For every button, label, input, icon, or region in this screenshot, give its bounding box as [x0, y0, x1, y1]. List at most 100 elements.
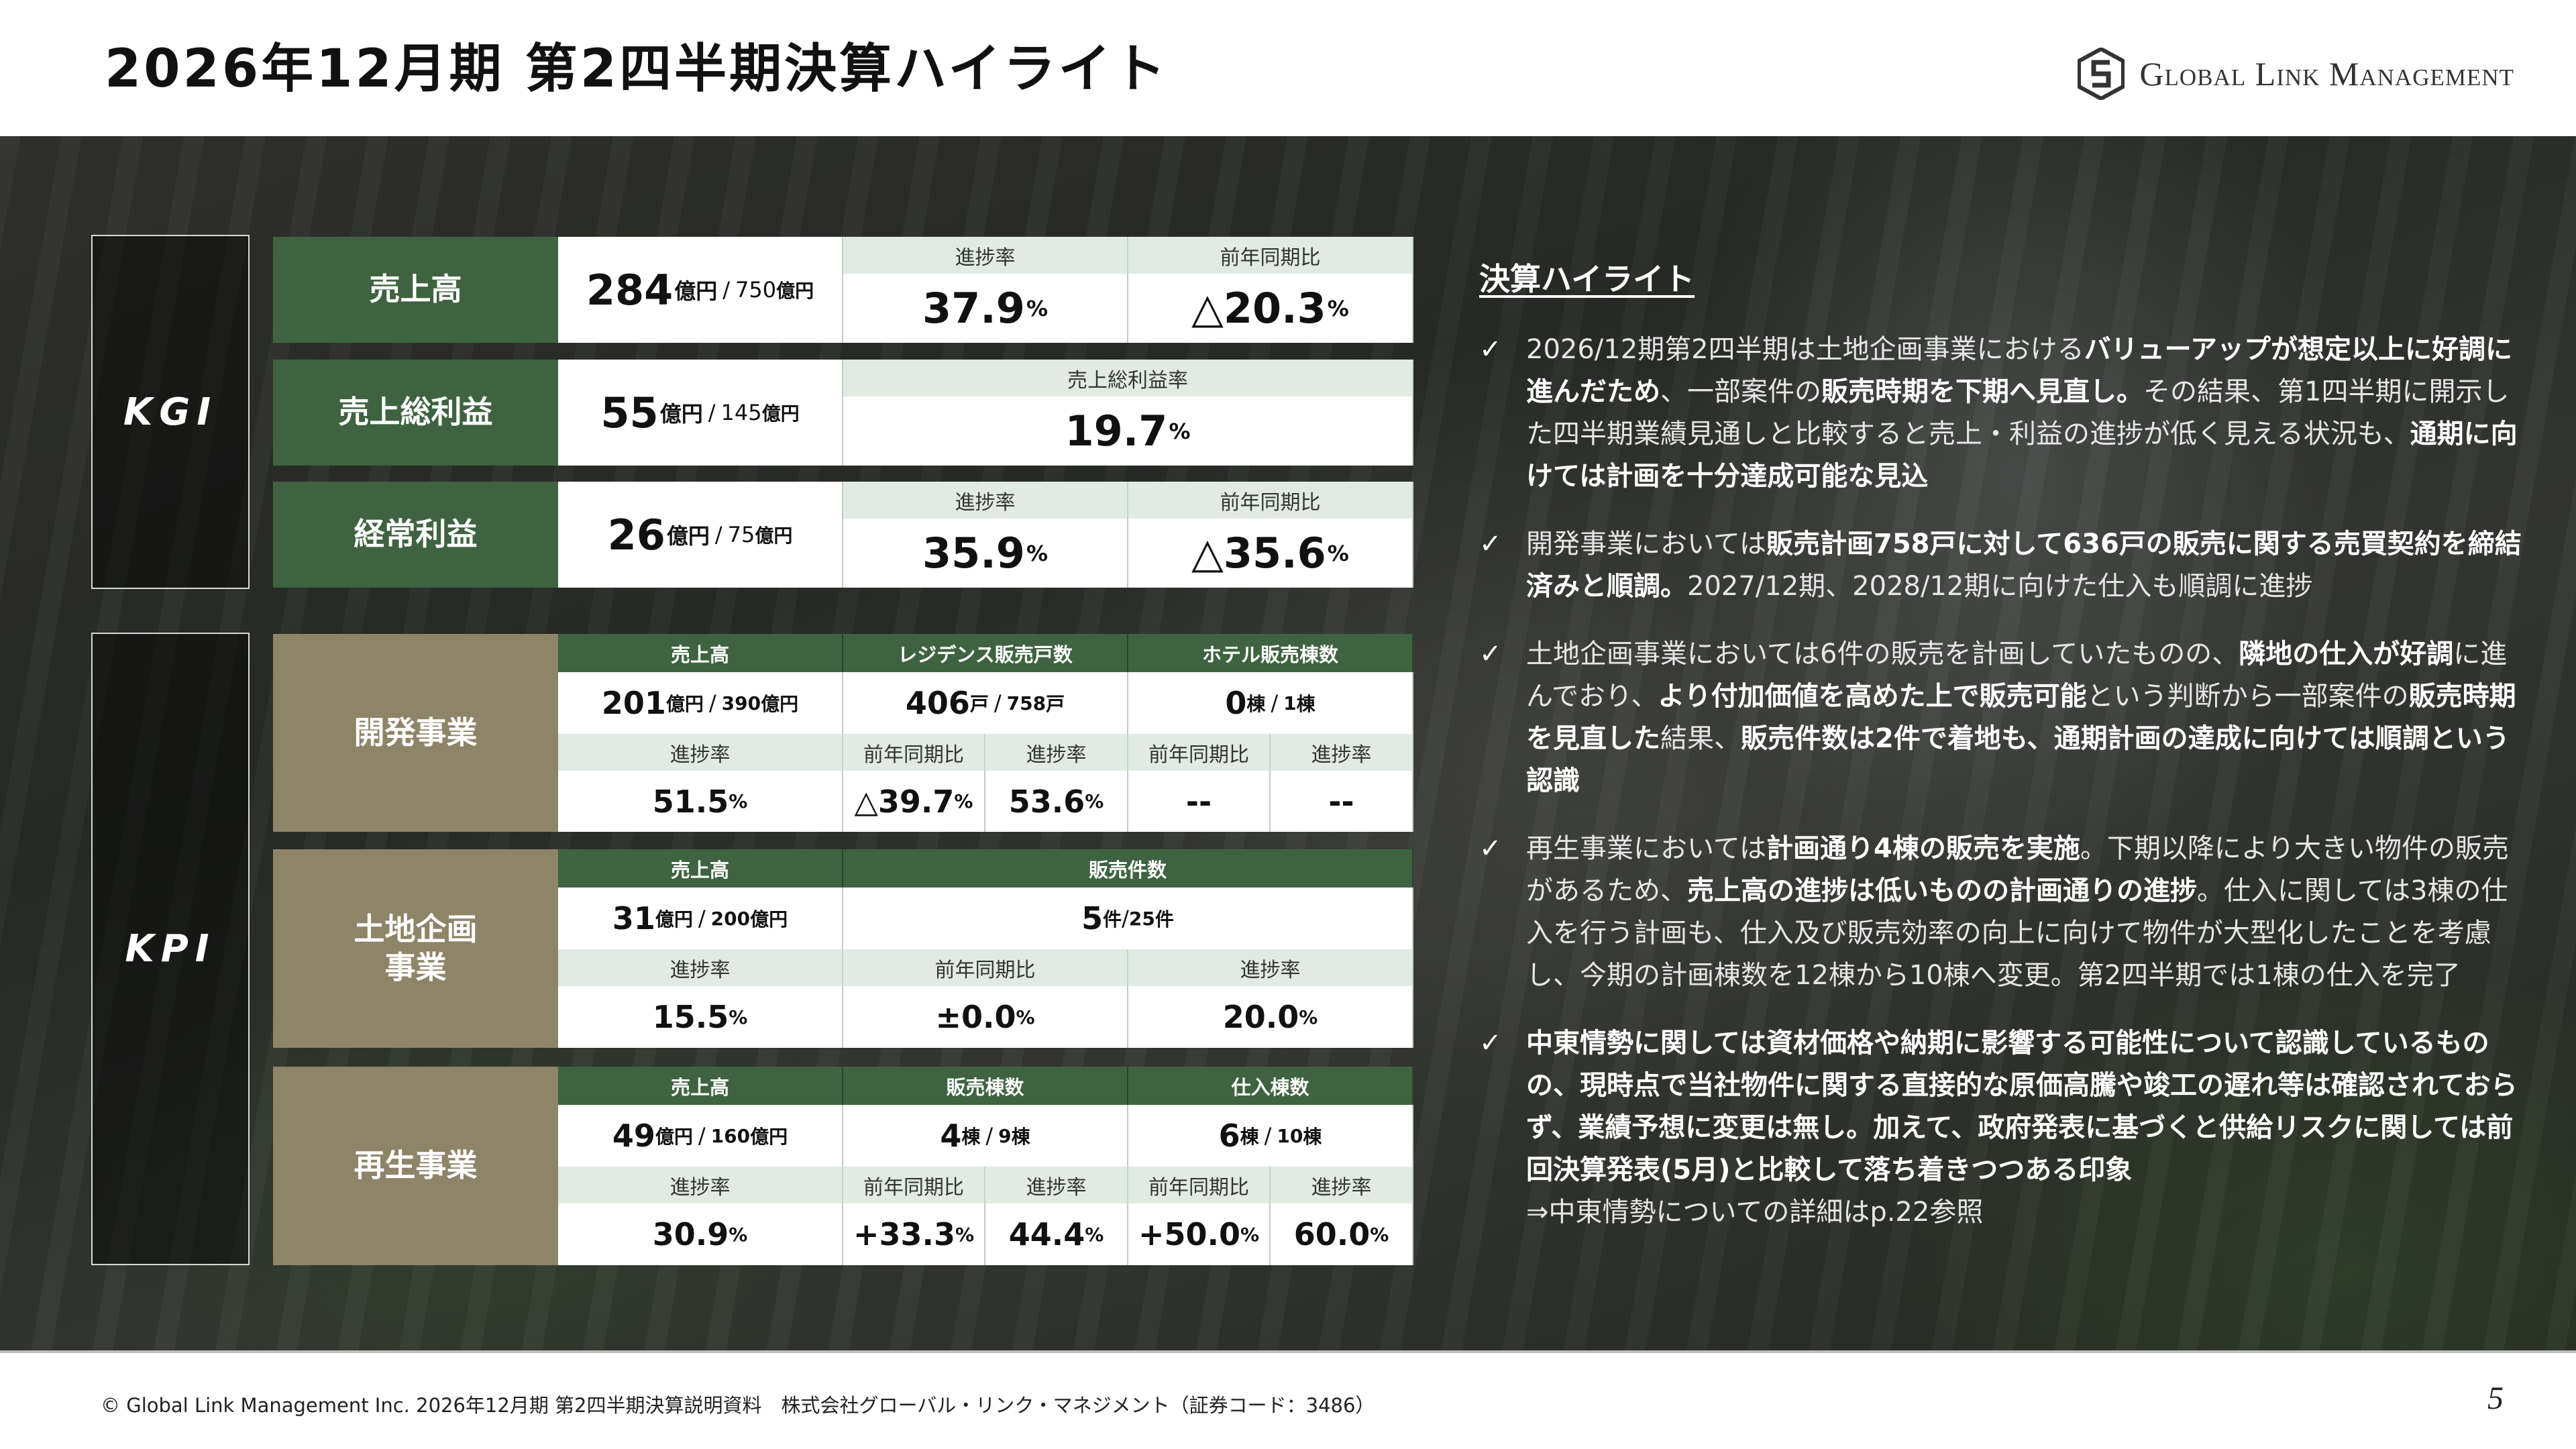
dev-sub-value-5: -- — [1271, 771, 1413, 832]
regen-sub-value-1: 30.9% — [558, 1203, 843, 1265]
kgi-sales-label: 売上高 — [273, 237, 558, 343]
check-icon: ✓ — [1479, 833, 1502, 864]
kgi-ordinary-profit-label: 経常利益 — [273, 482, 558, 588]
dev-sub-value-2: △39.7% — [843, 771, 985, 832]
highlights-title: 決算ハイライト — [1479, 261, 1695, 297]
kgi-op-progress: 35.9% — [843, 519, 1128, 588]
kgi-gross-margin-label: 売上総利益率 — [843, 360, 1413, 396]
highlight-text: 土地企画事業においては6件の販売を計画していたものの、 — [1526, 639, 2239, 669]
regen-sold-value: 4 棟/9 棟 — [843, 1105, 1128, 1167]
regen-sub-value-3: 44.4% — [985, 1203, 1128, 1265]
highlight-item: ✓ 開発事業においては販売計画758戸に対して636戸の販売に関する売買契約を締結… — [1479, 523, 2526, 608]
kpi-land-planning-label: 土地企画 事業 — [273, 849, 558, 1048]
page-title: 2026年12月期 第2四半期決算ハイライト — [105, 39, 1169, 99]
highlight-item: ✓ 2026/12期第2四半期は土地企画事業におけるバリューアップが想定以上に好調… — [1479, 329, 2526, 498]
regen-sub-value-2: +33.3% — [843, 1203, 985, 1265]
regen-sub-label-2: 前年同期比 — [843, 1167, 985, 1203]
footer-copyright: © Global Link Management Inc. 2026年12月期 … — [101, 1394, 1375, 1417]
kgi-sales-progress: 37.9% — [843, 274, 1128, 343]
dev-residence-header: レジデンス販売戸数 — [843, 634, 1128, 672]
check-icon: ✓ — [1479, 334, 1502, 365]
regen-purchase-header: 仕入棟数 — [1128, 1067, 1413, 1105]
land-count-value: 5 件/25 件 — [843, 888, 1413, 949]
highlight-item: ✓ 再生事業においては計画通り4棟の販売を実施。下期以降により大きい物件の販売があ… — [1479, 828, 2526, 997]
kgi-sales-progress-label: 進捗率 — [843, 237, 1128, 274]
highlight-text: 結果、 — [1660, 723, 1741, 754]
gs-monogram-icon — [2078, 48, 2125, 100]
kgi-gross-profit-value: 55 億円/145 億円 — [558, 360, 843, 466]
dev-sales-value: 201 億円/390 億円 — [558, 672, 843, 734]
dev-sub-label-4: 前年同期比 — [1128, 734, 1271, 771]
regen-sub-label-5: 進捗率 — [1271, 1167, 1413, 1203]
kpi-development-label: 開発事業 — [273, 634, 558, 832]
highlight-emphasis: より付加価値を高めた上で販売可能 — [1658, 681, 2087, 712]
land-sub-label-3: 進捗率 — [1128, 949, 1413, 986]
dev-sub-value-3: 53.6% — [985, 771, 1128, 832]
dev-hotel-value: 0 棟/1 棟 — [1128, 672, 1413, 734]
kgi-op-progress-label: 進捗率 — [843, 482, 1128, 519]
check-icon: ✓ — [1479, 1028, 1502, 1059]
company-logo: Global Link Management — [2078, 47, 2514, 101]
highlight-text: 再生事業においては — [1526, 833, 1766, 864]
highlight-emphasis: 中東情勢に関しては資材価格や納期に影響する可能性について認識しているものの、現時… — [1526, 1028, 2518, 1185]
company-name: Global Link Management — [2139, 55, 2514, 93]
kgi-sales-yoy-label: 前年同期比 — [1128, 237, 1413, 274]
kpi-group: KPI — [91, 633, 250, 1265]
highlight-text: 2026/12期第2四半期は土地企画事業における — [1526, 334, 2084, 365]
kgi-sales-value: 284 億円/750 億円 — [558, 237, 843, 343]
header: 2026年12月期 第2四半期決算ハイライト Global Link Manag… — [0, 0, 2576, 134]
footer: © Global Link Management Inc. 2026年12月期 … — [0, 1350, 2576, 1449]
highlights-panel: 決算ハイライト ✓ 2026/12期第2四半期は土地企画事業におけるバリューアップ… — [1479, 255, 2526, 1259]
regen-purchase-value: 6 棟/10 棟 — [1128, 1105, 1413, 1167]
dev-sub-value-1: 51.5% — [558, 771, 843, 832]
regen-sub-value-5: 60.0% — [1271, 1203, 1413, 1265]
highlight-text: に進んでおり、 — [1526, 639, 2508, 712]
regen-sub-label-4: 前年同期比 — [1128, 1167, 1271, 1203]
land-sales-value: 31 億円/200 億円 — [558, 888, 843, 949]
highlight-emphasis: バリューアップが想定以上に好調に進んだため — [1526, 334, 2513, 407]
regen-sold-header: 販売棟数 — [843, 1067, 1128, 1105]
land-sub-value-3: 20.0% — [1128, 986, 1413, 1048]
land-count-header: 販売件数 — [843, 849, 1413, 888]
highlight-text: 、一部案件の — [1660, 376, 1821, 407]
highlight-emphasis: 売上高の進捗は低いものの計画通りの進捗 — [1687, 875, 2197, 906]
check-icon: ✓ — [1479, 529, 1502, 559]
highlight-emphasis: 計画通り4棟の販売を実施 — [1766, 833, 2080, 864]
highlight-text: その結果、第1四半期に開示した四半期業績見通しと比較すると売上・利益の進捗が低く… — [1526, 376, 2510, 449]
dev-sub-label-1: 進捗率 — [558, 734, 843, 771]
highlight-text: 。仕入に関しては3棟の仕入を行う計画も、仕入及び販売効率の向上に向けて物件が大型… — [1526, 875, 2508, 991]
dev-sub-value-4: -- — [1128, 771, 1271, 832]
kgi-ordinary-profit-value: 26 億円/75 億円 — [558, 482, 843, 588]
highlight-emphasis: 通期に向けては計画を十分達成可能な見込 — [1526, 419, 2518, 492]
kgi-gross-profit-label: 売上総利益 — [273, 360, 558, 466]
highlight-emphasis: 販売件数は2件で着地も、通期計画の達成に向けては順調という認識 — [1526, 723, 2510, 796]
dev-sales-header: 売上高 — [558, 634, 843, 672]
regen-sub-label-1: 進捗率 — [558, 1167, 843, 1203]
dev-sub-label-3: 進捗率 — [985, 734, 1128, 771]
land-sub-label-1: 進捗率 — [558, 949, 843, 986]
land-sub-value-1: 15.5% — [558, 986, 843, 1048]
highlight-note: ⇒中東情勢についての詳細はp.22参照 — [1526, 1197, 1984, 1228]
dev-residence-value: 406 戸/758 戸 — [843, 672, 1128, 734]
dev-sub-label-5: 進捗率 — [1271, 734, 1413, 771]
highlight-text: という判断から一部案件の — [2086, 681, 2409, 712]
kpi-regeneration-label: 再生事業 — [273, 1067, 558, 1265]
check-icon: ✓ — [1479, 639, 1502, 669]
dev-sub-label-2: 前年同期比 — [843, 734, 985, 771]
highlight-emphasis: 販売時期を見直した — [1526, 681, 2516, 754]
regen-sales-header: 売上高 — [558, 1067, 843, 1105]
highlight-emphasis: 販売計画758戸に対して636戸の販売に関する売買契約を締結済みと順調。 — [1526, 529, 2522, 602]
land-sales-header: 売上高 — [558, 849, 843, 888]
highlight-text: 開発事業においては — [1526, 529, 1766, 559]
kgi-op-yoy-label: 前年同期比 — [1128, 482, 1413, 519]
land-sub-value-2: ±0.0% — [843, 986, 1128, 1048]
highlight-text: 。下期以降により大きい物件の販売があるため、 — [1526, 833, 2510, 906]
highlight-emphasis: 販売時期を下期へ見直し。 — [1821, 376, 2143, 407]
page-number: 5 — [2487, 1381, 2504, 1416]
highlight-item: ✓ 中東情勢に関しては資材価格や納期に影響する可能性について認識しているものの、現… — [1479, 1022, 2526, 1234]
kgi-op-yoy: △35.6% — [1128, 519, 1413, 588]
highlight-emphasis: 隣地の仕入が好調 — [2239, 639, 2454, 669]
land-sub-label-2: 前年同期比 — [843, 949, 1128, 986]
kgi-sales-yoy: △20.3% — [1128, 274, 1413, 343]
kgi-group: KGI — [91, 235, 250, 589]
